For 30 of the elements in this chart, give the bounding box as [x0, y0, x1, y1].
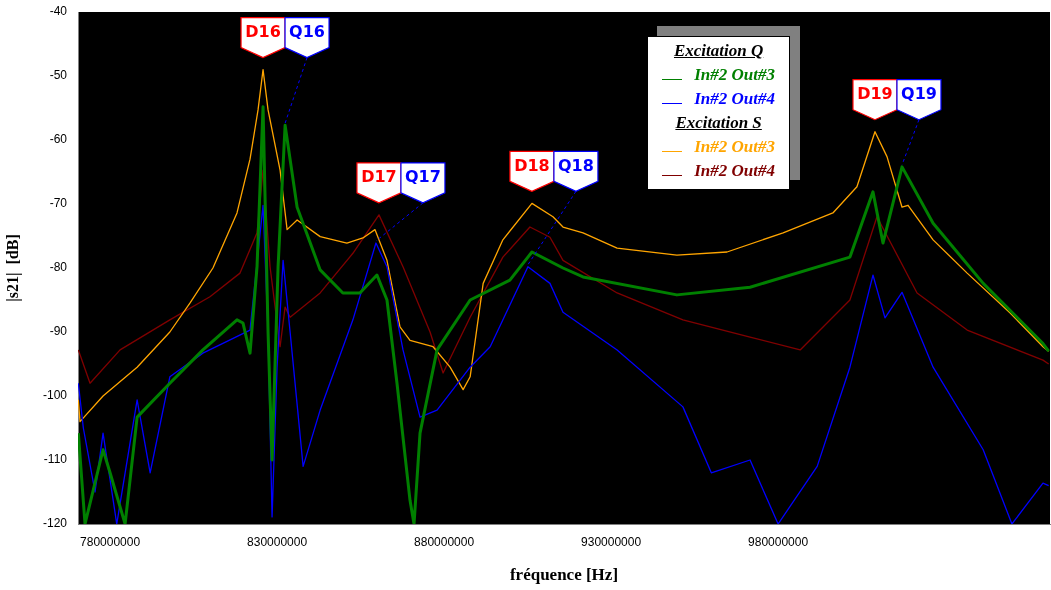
x-tick-label: 980000000	[748, 534, 809, 549]
legend-label: In#2 Out#4	[693, 88, 775, 110]
y-tick-label: -110	[43, 452, 68, 467]
y-tick-label: -40	[49, 4, 68, 19]
x-tick-label: 930000000	[581, 534, 642, 549]
legend-label: In#2 Out#4	[693, 160, 775, 182]
y-tick-label: -80	[49, 260, 68, 275]
annotation: Q18	[558, 155, 594, 175]
annotation: Excitation S	[674, 112, 763, 134]
y-tick-label: -50	[49, 68, 68, 83]
annotation: Q19	[901, 83, 937, 103]
y-tick-label: -90	[49, 324, 68, 339]
y-axis-title: |s21| [dB]	[3, 234, 22, 302]
legend-label: In#2 Out#3	[693, 136, 775, 158]
annotation: Q16	[289, 21, 325, 41]
legend-label: In#2 Out#3	[693, 64, 775, 86]
y-tick-label: -100	[42, 388, 68, 403]
annotation: D17	[361, 167, 397, 187]
annotation: D19	[857, 83, 893, 103]
x-tick-label: 780000000	[80, 534, 141, 549]
y-tick-label: -70	[49, 196, 68, 211]
annotation: D18	[514, 155, 550, 175]
annotation: Q17	[405, 167, 441, 187]
y-tick-label: -60	[49, 132, 68, 147]
x-tick-label: 830000000	[247, 534, 308, 549]
y-tick-label: -120	[42, 516, 68, 531]
annotation: D16	[245, 21, 281, 41]
x-tick-label: 880000000	[414, 534, 475, 549]
x-axis-title: fréquence [Hz]	[509, 565, 619, 585]
legend-title: Excitation Q	[672, 40, 765, 62]
